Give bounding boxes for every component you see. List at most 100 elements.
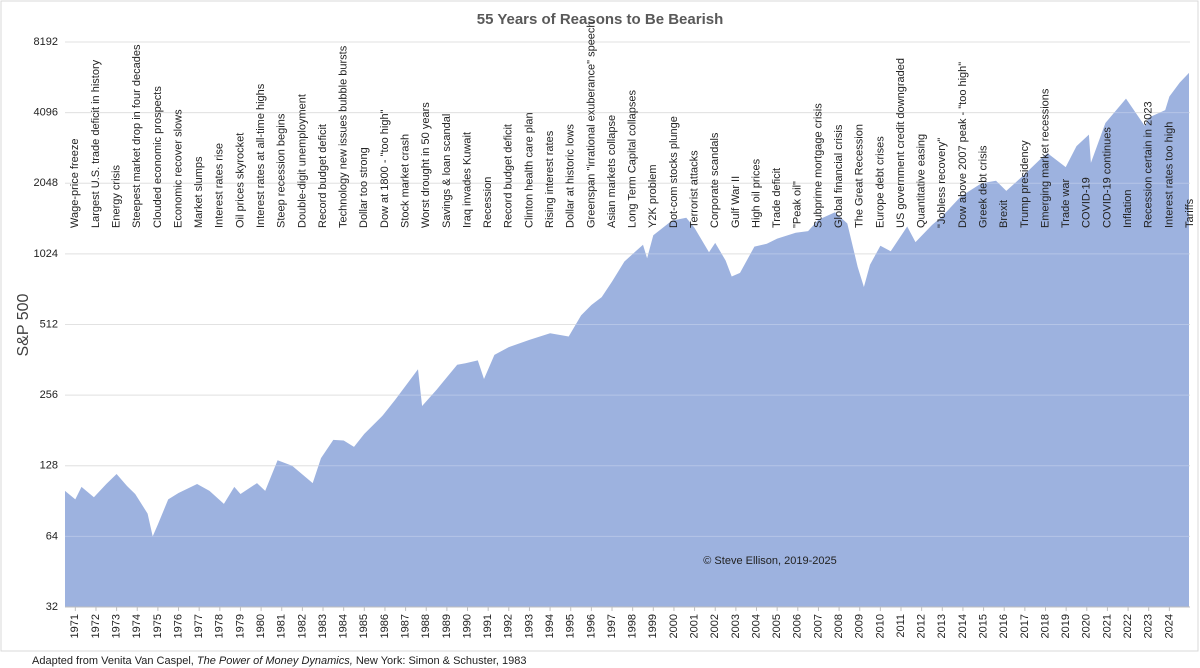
x-tick-label: 2006 (792, 614, 804, 638)
annotation: Dollar too strong (358, 147, 370, 228)
x-tick-label: 1977 (193, 614, 205, 638)
annotation: Quantitative easing (916, 134, 928, 228)
annotation: Double-digit unemployment (296, 94, 308, 228)
annotation: Dollar at historic lows (565, 124, 577, 228)
chart-title: 55 Years of Reasons to Be Bearish (477, 11, 724, 28)
annotation: Economic recover slows (172, 109, 184, 228)
annotation: Terrorist attacks (689, 150, 701, 228)
x-tick-label: 1972 (90, 614, 102, 638)
annotation: Dow at 1800 - "too high" (379, 109, 391, 228)
x-tick-label: 1978 (214, 614, 226, 638)
annotation: Rising interest rates (544, 130, 556, 228)
x-tick-label: 2017 (1019, 614, 1031, 638)
source-text: Adapted from Venita Van Caspel, (32, 655, 194, 667)
annotation: Interest rates rise (214, 143, 226, 228)
annotation: Worst drought in 50 years (420, 102, 432, 228)
annotation: Interest rates at all-time highs (255, 83, 267, 228)
x-tick-label: 2022 (1122, 614, 1134, 638)
x-tick-label: 2020 (1081, 614, 1093, 638)
annotation: Y2K problem (647, 164, 659, 228)
x-tick-label: 1982 (296, 614, 308, 638)
x-tick-label: 2000 (668, 614, 680, 638)
annotation: Asian markets collapse (606, 115, 618, 228)
x-tick-label: 2010 (874, 614, 886, 638)
x-tick-label: 2016 (998, 614, 1010, 638)
x-tick-label: 2003 (730, 614, 742, 638)
annotation: Trade war (1060, 179, 1072, 228)
annotation: Europe debt crises (874, 136, 886, 228)
x-tick-label: 2012 (916, 614, 928, 638)
x-tick-label: 1996 (585, 614, 597, 638)
x-tick-label: 2023 (1143, 614, 1155, 638)
annotation: Emerging market recessions (1039, 88, 1051, 228)
y-tick-label: 128 (40, 460, 58, 472)
y-tick-label: 256 (40, 389, 58, 401)
annotation: Interest rates too high (1163, 122, 1175, 228)
annotation: US government credit downgraded (895, 58, 907, 228)
y-tick-label: 32 (46, 601, 58, 613)
x-tick-label: 1991 (482, 614, 494, 638)
annotation: Iraq invades Kuwait (461, 132, 473, 228)
x-tick-label: 2007 (812, 614, 824, 638)
x-tick-label: 2013 (936, 614, 948, 638)
annotation: Trump presidency (1019, 140, 1031, 228)
source-note: Adapted from Venita Van Caspel, The Powe… (32, 655, 526, 667)
y-tick-label: 512 (40, 318, 58, 330)
annotation: Dow above 2007 peak - "too high" (957, 62, 969, 228)
annotation: Inflation (1122, 189, 1134, 228)
x-tick-label: 2018 (1039, 614, 1051, 638)
x-tick-label: 1999 (647, 614, 659, 638)
x-tick-label: 1989 (441, 614, 453, 638)
annotation: "Jobless recovery" (936, 138, 948, 228)
x-tick-label: 2001 (689, 614, 701, 638)
source-text: New York: Simon & Schuster, 1983 (356, 655, 527, 667)
annotation: Recession (482, 177, 494, 228)
annotation: Long Term Capital collapses (627, 90, 639, 228)
x-tick-label: 1974 (131, 614, 143, 638)
x-tick-label: 1993 (523, 614, 535, 638)
annotation: Stock market crash (400, 134, 412, 228)
x-tick-label: 1997 (606, 614, 618, 638)
x-tick-label: 2015 (978, 614, 990, 638)
y-tick-label: 64 (46, 530, 58, 542)
annotation: Subprime mortgage crisis (812, 103, 824, 228)
x-tick-label: 1984 (338, 614, 350, 638)
x-tick-label: 1979 (234, 614, 246, 638)
y-tick-label: 2048 (34, 177, 58, 189)
x-tick-label: 1987 (400, 614, 412, 638)
x-tick-label: 1980 (255, 614, 267, 638)
annotation: Market slumps (193, 156, 205, 228)
y-tick-label: 1024 (34, 248, 58, 260)
annotation: Record budget deficit (317, 124, 329, 228)
area (65, 72, 1189, 607)
annotation: Tariffs (1184, 198, 1196, 228)
x-tick-label: 1975 (152, 614, 164, 638)
x-tick-label: 1992 (503, 614, 515, 638)
annotation: Steepest market drop in four decades (131, 44, 143, 228)
annotation: Dot-com stocks plunge (668, 116, 680, 228)
x-tick-label: 1981 (276, 614, 288, 638)
x-tick-label: 1986 (379, 614, 391, 638)
x-tick-label: 2002 (709, 614, 721, 638)
annotation: The Great Recession (854, 124, 866, 228)
annotation: Brexit (998, 200, 1010, 228)
x-tick-label: 1995 (565, 614, 577, 638)
y-axis-title: S&P 500 (15, 293, 32, 356)
source-title: The Power of Money Dynamics, (197, 655, 353, 667)
x-tick-label: 2011 (895, 614, 907, 638)
x-tick-label: 1971 (69, 614, 81, 638)
annotation: COVID-19 (1081, 177, 1093, 228)
x-tick-label: 1988 (420, 614, 432, 638)
x-tick-label: 1973 (111, 614, 123, 638)
annotation: Energy crisis (111, 165, 123, 228)
annotation: Recession certain in 2023 (1143, 101, 1155, 228)
annotation: Record budget deficit (503, 124, 515, 228)
x-tick-label: 2019 (1060, 614, 1072, 638)
annotation: Trade deficit (771, 168, 783, 228)
annotation: Clouded economic prospects (152, 86, 164, 228)
annotation: Clinton health care plan (523, 112, 535, 228)
annotation: Wage-price freeze (69, 139, 81, 228)
x-tick-label: 1990 (461, 614, 473, 638)
y-tick-label: 8192 (34, 36, 58, 48)
